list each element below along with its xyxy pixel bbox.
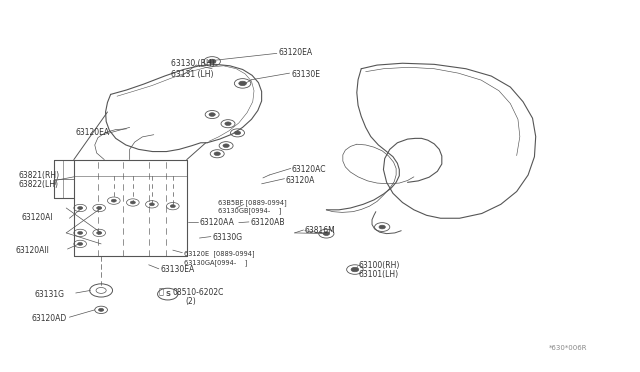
Circle shape <box>99 308 104 311</box>
Circle shape <box>77 243 83 246</box>
Circle shape <box>111 199 116 202</box>
Text: 63120AI: 63120AI <box>22 213 53 222</box>
Text: 63120E  [0889-0994]: 63120E [0889-0994] <box>184 250 254 257</box>
Circle shape <box>225 122 231 125</box>
Circle shape <box>77 206 83 209</box>
Text: 63120AD: 63120AD <box>31 314 67 323</box>
Text: 63822(LH): 63822(LH) <box>19 180 59 189</box>
Circle shape <box>97 206 102 209</box>
Text: 63130GA[0994-    ]: 63130GA[0994- ] <box>184 259 247 266</box>
Text: 63120EA: 63120EA <box>76 128 110 137</box>
Circle shape <box>323 232 330 235</box>
Text: 63B5BF [0889-0994]: 63B5BF [0889-0994] <box>218 199 287 206</box>
Text: 63120AB: 63120AB <box>250 218 285 227</box>
Circle shape <box>379 225 385 229</box>
Text: 63816M: 63816M <box>304 226 335 235</box>
Text: 63120AA: 63120AA <box>200 218 234 227</box>
Circle shape <box>149 203 154 206</box>
Text: 63120AC: 63120AC <box>291 165 326 174</box>
Circle shape <box>234 131 241 135</box>
Circle shape <box>97 231 102 234</box>
Text: 63130GB[0994-    ]: 63130GB[0994- ] <box>218 208 282 214</box>
Text: (2): (2) <box>186 296 196 305</box>
Circle shape <box>351 267 358 272</box>
Text: 63120EA: 63120EA <box>279 48 313 57</box>
Circle shape <box>214 152 220 155</box>
Text: 63101(LH): 63101(LH) <box>358 270 398 279</box>
Text: 63130 (RH): 63130 (RH) <box>171 59 214 68</box>
Text: 63120A: 63120A <box>285 176 314 185</box>
Text: Ⓢ: Ⓢ <box>159 288 164 297</box>
Text: 63821(RH): 63821(RH) <box>19 170 60 180</box>
Text: 63100(RH): 63100(RH) <box>358 262 399 270</box>
Circle shape <box>239 81 246 86</box>
Text: 63130G: 63130G <box>212 233 243 242</box>
Circle shape <box>209 113 215 116</box>
Circle shape <box>209 59 216 64</box>
Text: 63131 (LH): 63131 (LH) <box>171 70 213 79</box>
Text: 63131G: 63131G <box>35 289 65 299</box>
Text: 63120AII: 63120AII <box>15 246 49 254</box>
Text: 08510-6202C: 08510-6202C <box>173 288 224 297</box>
Circle shape <box>77 231 83 234</box>
Circle shape <box>131 201 136 204</box>
Text: S: S <box>165 291 170 297</box>
Text: 63130E: 63130E <box>291 70 321 79</box>
Text: *630*006R: *630*006R <box>548 345 587 351</box>
Circle shape <box>223 144 229 148</box>
Circle shape <box>170 205 175 208</box>
Text: 63130EA: 63130EA <box>160 265 195 274</box>
